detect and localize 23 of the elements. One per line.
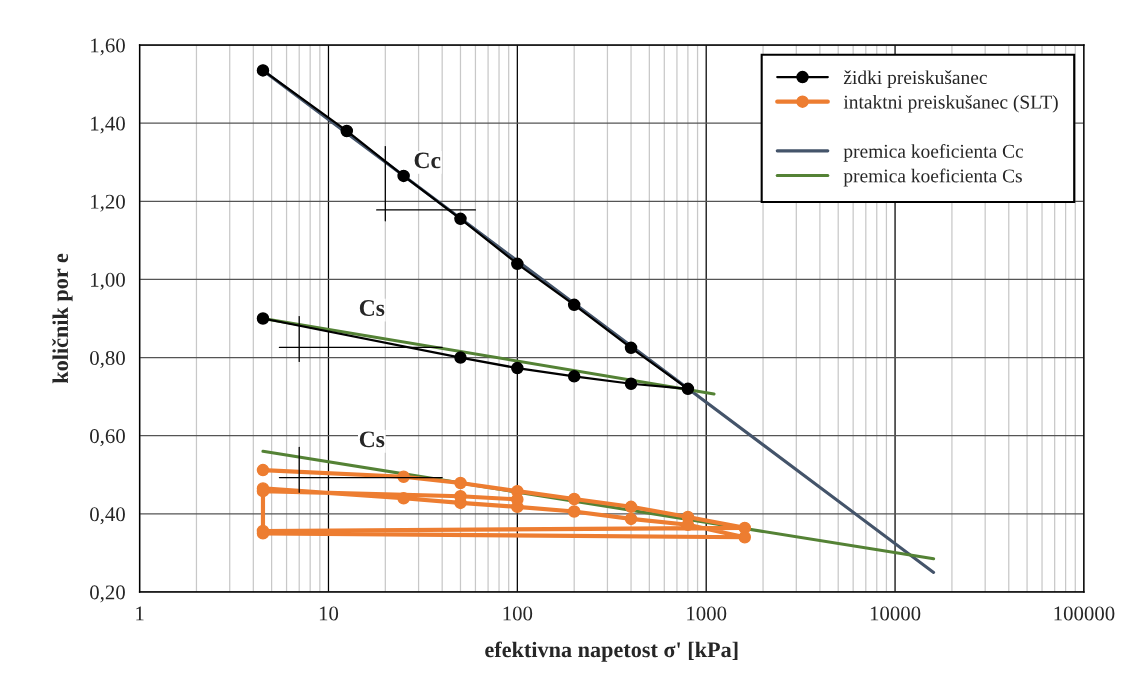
y-tick-label: 1,40: [91, 116, 125, 134]
y-tick-label: 1,20: [91, 194, 125, 212]
x-axis-title: efektivna napetost σ' [kPa]: [485, 641, 738, 662]
legend-label: intaktni preiskušanec (SLT): [843, 94, 1058, 113]
legend-label: židki preiskušanec: [843, 70, 987, 89]
y-tick-label: 1,60: [91, 38, 125, 56]
annotation: Cs: [359, 300, 385, 316]
x-tick-label: 10: [319, 606, 339, 621]
y-tick-label: 0,80: [90, 350, 125, 368]
x-tick-label: 1: [136, 606, 144, 621]
y-tick-label: 0,40: [90, 507, 125, 525]
x-tick-label: 10000: [870, 606, 921, 621]
legend-label: premica koeficienta Cc: [843, 143, 1024, 162]
y-axis-title: količnik por e: [52, 253, 73, 384]
legend-label: premica koeficienta Cs: [843, 168, 1022, 187]
y-tick-label: 0,60: [90, 429, 125, 447]
x-tick-label: 100000: [1054, 606, 1115, 621]
annotation: Cs: [359, 431, 385, 448]
y-tick-label: 0,20: [90, 585, 125, 603]
annotation: Cc: [414, 152, 441, 169]
y-tick-label: 1,00: [91, 272, 125, 290]
x-tick-label: 1000: [687, 606, 727, 621]
x-tick-label: 100: [503, 606, 533, 621]
